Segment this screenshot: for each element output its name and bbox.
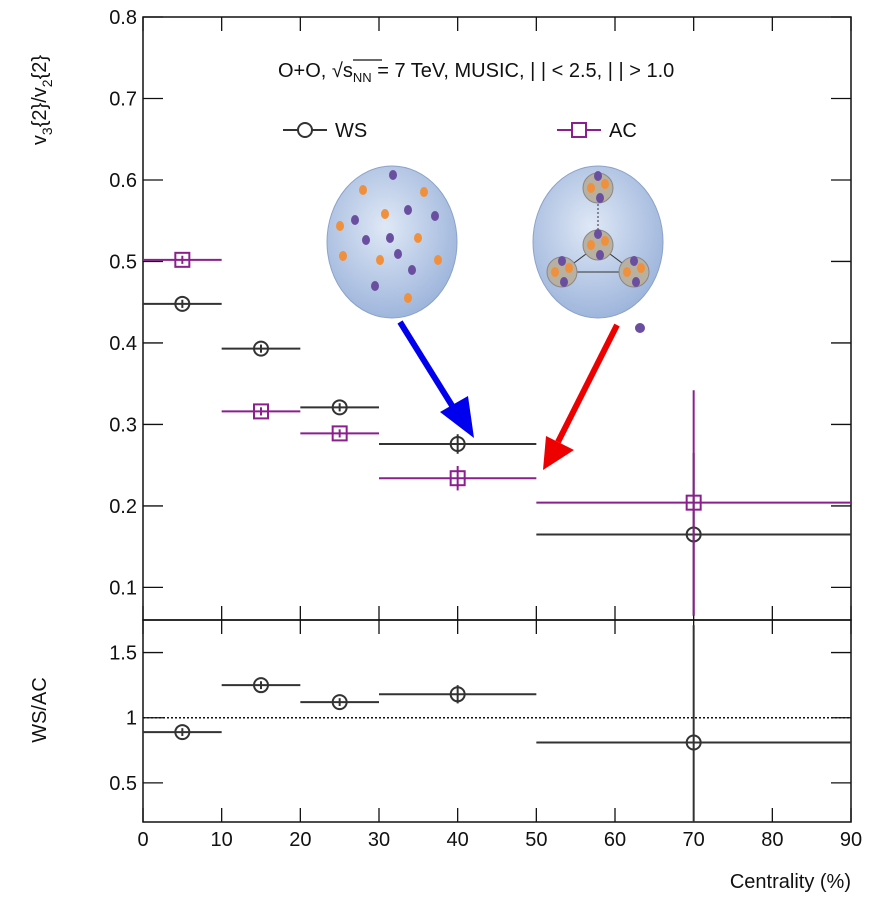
legend-marker <box>297 122 313 138</box>
marker <box>331 694 348 711</box>
annotation-text: NN <box>353 70 372 85</box>
y-tick-label: 0.5 <box>109 773 137 795</box>
x-tick-label: 10 <box>211 829 233 851</box>
y-axis-label-part: 3 <box>39 127 55 135</box>
x-tick-label: 50 <box>525 829 547 851</box>
x-tick-label: 20 <box>289 829 311 851</box>
arrows <box>397 320 620 470</box>
marker <box>174 251 191 268</box>
y-tick-label: 1.5 <box>109 643 137 665</box>
marker <box>253 403 269 420</box>
y-axis-label-part: 2 <box>39 79 55 87</box>
annotation-text: O+O, √ <box>278 60 343 82</box>
illustration-ws <box>326 165 458 319</box>
y-tick-label: 0.2 <box>109 496 137 518</box>
y-tick-label: 1 <box>126 708 137 730</box>
x-tick-label: 40 <box>447 829 469 851</box>
legend-label: AC <box>609 120 637 142</box>
y-tick-label: 0.8 <box>109 7 137 29</box>
plot-frame <box>142 16 852 621</box>
marker <box>253 677 269 694</box>
marker <box>253 340 269 357</box>
x-tick-label: 90 <box>840 829 862 851</box>
series-group <box>143 251 851 616</box>
y-tick-label: 0.1 <box>109 577 137 599</box>
marker <box>685 734 702 751</box>
illustration-ac <box>532 165 664 333</box>
marker <box>174 724 191 741</box>
y-axis-label-part: {2} <box>29 55 51 80</box>
annotation-text: s <box>343 60 353 82</box>
annotation: O+O, √sNN = 7 TeV, MUSIC, | | < 2.5, | |… <box>278 60 674 85</box>
y-axis-label-part: {2}/v <box>29 87 51 127</box>
y-axis-label: WS/AC <box>29 677 51 743</box>
y-axis-label: v3{2}/v2{2} <box>29 55 55 145</box>
x-axis-label: Centrality (%) <box>730 871 851 893</box>
y-tick-label: 0.4 <box>109 333 137 355</box>
x-tick-label: 30 <box>368 829 390 851</box>
plot-frame <box>142 619 852 823</box>
marker <box>174 295 191 312</box>
y-tick-label: 0.5 <box>109 251 137 273</box>
marker <box>449 686 466 703</box>
y-tick-label: 0.6 <box>109 170 137 192</box>
y-tick-label: 0.7 <box>109 88 137 110</box>
y-tick-label: 0.3 <box>109 414 137 436</box>
legend-marker <box>571 122 587 138</box>
series-group <box>143 625 851 822</box>
x-tick-label: 80 <box>761 829 783 851</box>
x-tick-label: 0 <box>137 829 148 851</box>
marker <box>331 425 348 442</box>
marker <box>331 399 348 416</box>
annotation-text: = 7 TeV, MUSIC, | | < 2.5, | | > 1.0 <box>372 60 675 82</box>
legend-label: WS <box>335 120 367 142</box>
x-tick-label: 70 <box>683 829 705 851</box>
marker <box>449 435 466 452</box>
marker <box>449 470 466 487</box>
marker <box>685 494 702 511</box>
x-tick-label: 60 <box>604 829 626 851</box>
y-axis-label-part: v <box>29 135 51 145</box>
